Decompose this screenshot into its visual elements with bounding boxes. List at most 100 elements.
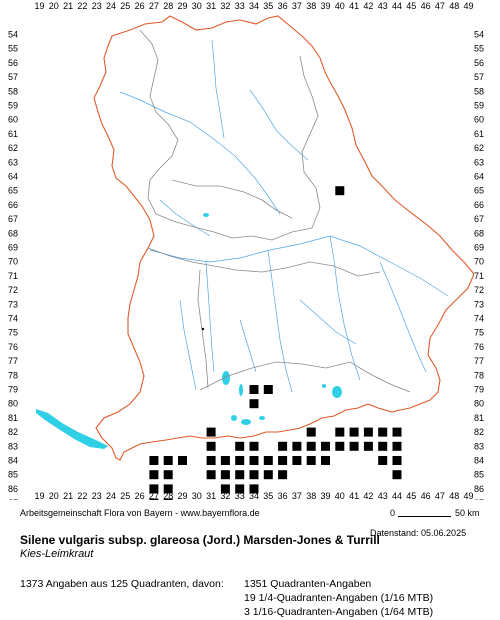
- occurrence-cell: [249, 456, 259, 465]
- x-label-top: 48: [449, 1, 459, 11]
- occurrence-cell: [392, 456, 402, 465]
- data-date: Datenstand: 05.06.2025: [370, 528, 467, 538]
- occurrence-cell: [335, 186, 345, 196]
- x-label-top: 47: [435, 1, 445, 11]
- x-label-bottom: 27: [149, 491, 159, 500]
- y-label-left: 79: [8, 385, 18, 395]
- lake: [322, 384, 326, 388]
- y-label-right: 69: [474, 243, 484, 253]
- river: [267, 249, 293, 393]
- y-label-left: 63: [8, 157, 18, 167]
- y-label-left: 68: [8, 228, 18, 238]
- x-label-bottom: 39: [320, 491, 330, 500]
- scale-zero-label: 0: [390, 508, 396, 518]
- x-label-top: 43: [378, 1, 388, 11]
- y-label-right: 66: [474, 200, 484, 210]
- y-label-right: 84: [474, 456, 484, 466]
- x-label-bottom: 25: [120, 491, 130, 500]
- x-label-top: 32: [220, 1, 230, 11]
- occurrence-cell: [306, 427, 316, 437]
- x-label-top: 36: [278, 1, 288, 11]
- stat-sixteenth-quadrant: 3 1/16-Quadranten-Angaben (1/64 MTB): [244, 606, 434, 618]
- y-label-left: 55: [8, 44, 18, 54]
- y-label-left: 74: [8, 314, 18, 324]
- x-label-bottom: 31: [206, 491, 216, 500]
- occurrence-cell: [292, 441, 302, 451]
- x-label-top: 33: [235, 1, 245, 11]
- x-label-bottom: 35: [263, 491, 273, 500]
- occurrence-cell: [249, 484, 259, 494]
- district-boundary: [171, 179, 245, 193]
- occurrence-cell: [392, 470, 402, 480]
- y-label-right: 79: [474, 385, 484, 395]
- occurrence-cell: [249, 470, 259, 480]
- x-label-top: 26: [135, 1, 145, 11]
- x-label-bottom: 38: [306, 491, 316, 500]
- occurrence-cell: [149, 484, 159, 494]
- river: [239, 319, 257, 373]
- y-label-right: 67: [474, 214, 484, 224]
- y-label-right: 58: [474, 86, 484, 96]
- x-label-bottom: 45: [406, 491, 416, 500]
- y-label-right: 55: [474, 44, 484, 54]
- x-label-top: 29: [177, 1, 187, 11]
- grid-x-labels-top: 19 20 21 22 23 24 25 26 27 28 29 30 31 32 33 34 35 36 37 38…: [34, 1, 473, 11]
- x-label-top: 27: [149, 1, 159, 11]
- x-label-bottom: 43: [378, 491, 388, 500]
- y-label-left: 78: [8, 370, 18, 380]
- occurrence-cell: [235, 441, 245, 451]
- y-label-left: 67: [8, 214, 18, 224]
- lakes: [203, 213, 342, 425]
- district-boundary: [299, 55, 321, 229]
- y-label-left: 87: [8, 498, 18, 500]
- occurrence-cells: [149, 186, 402, 500]
- y-label-left: 85: [8, 470, 18, 480]
- x-label-bottom: 32: [220, 491, 230, 500]
- x-label-top: 30: [192, 1, 202, 11]
- y-label-left: 62: [8, 143, 18, 153]
- y-label-left: 61: [8, 129, 18, 139]
- occurrence-cell: [278, 441, 288, 451]
- lake: [239, 384, 243, 396]
- y-label-left: 73: [8, 299, 18, 309]
- occurrence-cell: [263, 385, 273, 394]
- y-label-left: 65: [8, 186, 18, 196]
- distribution-map: 19 20 21 22 23 24 25 26 27 28 29 30 31 32 33 34 35 36 37 38…: [8, 1, 484, 500]
- occurrence-cell: [263, 470, 273, 480]
- occurrence-cell: [363, 441, 373, 451]
- lake: [241, 419, 251, 425]
- river: [159, 199, 211, 237]
- y-label-right: 75: [474, 328, 484, 338]
- x-label-top: 40: [335, 1, 345, 11]
- bavaria-border: [93, 15, 475, 461]
- occurrence-cell: [363, 427, 373, 437]
- lake: [203, 213, 209, 217]
- lake-bodensee: [36, 409, 108, 449]
- y-label-right: 62: [474, 143, 484, 153]
- y-label-left: 86: [8, 484, 18, 494]
- occurrence-cell: [235, 456, 245, 465]
- x-label-top: 38: [306, 1, 316, 11]
- scale-km-label: 50 km: [455, 508, 480, 518]
- y-label-right: 76: [474, 342, 484, 352]
- occurrence-cell: [149, 470, 159, 480]
- x-label-bottom: 22: [77, 491, 87, 500]
- occurrence-cell: [149, 456, 159, 465]
- occurrence-cell: [249, 399, 259, 409]
- x-label-bottom: 48: [449, 491, 459, 500]
- credit-text: Arbeitsgemeinschaft Flora von Bayern - w…: [20, 508, 260, 518]
- y-label-left: 80: [8, 399, 18, 409]
- x-label-bottom: 24: [106, 491, 116, 500]
- river: [205, 261, 215, 373]
- species-title: Silene vulgaris subsp. glareosa (Jord.) …: [20, 533, 380, 547]
- lake: [231, 415, 237, 421]
- occurrence-cell: [206, 427, 216, 437]
- stat-quadrant: 1351 Quadranten-Angaben: [244, 578, 372, 590]
- district-boundary: [199, 361, 411, 393]
- y-label-right: 61: [474, 129, 484, 139]
- y-label-left: 71: [8, 271, 18, 281]
- x-label-top: 42: [363, 1, 373, 11]
- y-label-left: 84: [8, 456, 18, 466]
- y-label-right: 72: [474, 285, 484, 295]
- y-label-left: 81: [8, 413, 18, 423]
